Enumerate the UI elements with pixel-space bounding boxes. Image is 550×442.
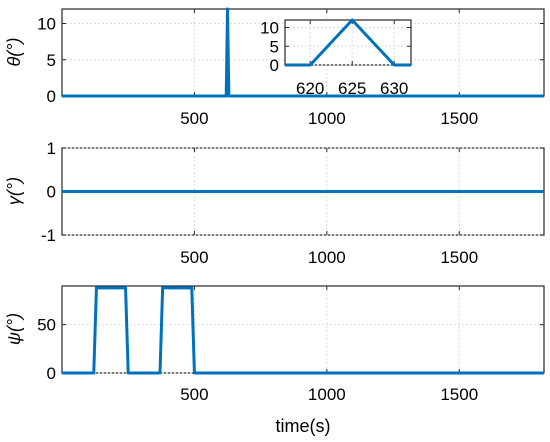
gamma-x-tick-label-2: 1500 (440, 248, 478, 267)
gamma-y-axis-label: γ(°) (4, 177, 24, 205)
theta-y-axis-label: θ(°) (4, 38, 24, 67)
subplot-psi: 500 1000 1500 0 50 ψ(°) time(s) (4, 285, 545, 436)
theta-y-tick-label-2: 10 (37, 15, 56, 34)
theta-inset-y-tick-label-0: 0 (270, 56, 279, 75)
theta-inset-y-tick-label-2: 10 (260, 19, 279, 38)
psi-y-axis-label: ψ(°) (4, 313, 24, 345)
theta-inset-plot-area (284, 19, 412, 66)
theta-y-tick-label-0: 0 (47, 87, 56, 106)
gamma-x-tick-label-0: 500 (180, 248, 208, 267)
theta-x-tick-label-0: 500 (180, 109, 208, 128)
theta-x-tick-label-1: 1000 (308, 109, 346, 128)
theta-series-line-0 (62, 7, 544, 98)
psi-x-axis-label: time(s) (276, 416, 331, 436)
theta-inset-x-tick-label-0: 620 (296, 79, 324, 98)
theta-inset-x-tick-label-2: 630 (380, 79, 408, 98)
subplot-gamma: 500 1000 1500 -1 0 1 γ(°) (4, 139, 545, 267)
theta-inset-y-tick-label-1: 5 (270, 37, 279, 56)
theta-inset-x-tick-label-1: 625 (338, 79, 366, 98)
theta-x-tick-label-2: 1500 (440, 109, 478, 128)
theta-y-tick-label-1: 5 (47, 51, 56, 70)
psi-y-tick-label-1: 50 (37, 316, 56, 335)
gamma-y-tick-label-0: -1 (41, 226, 56, 245)
psi-x-tick-label-1: 1000 (308, 385, 346, 404)
psi-x-tick-label-0: 500 (180, 385, 208, 404)
psi-plot-area (61, 285, 545, 374)
psi-x-tick-label-2: 1500 (440, 385, 478, 404)
gamma-x-tick-label-1: 1000 (308, 248, 346, 267)
gamma-y-tick-label-2: 1 (47, 139, 56, 158)
psi-series-line-0 (62, 286, 544, 375)
gamma-y-tick-label-1: 0 (47, 183, 56, 202)
theta-inset-series-line-0 (285, 18, 411, 67)
psi-y-tick-label-0: 0 (47, 364, 56, 383)
